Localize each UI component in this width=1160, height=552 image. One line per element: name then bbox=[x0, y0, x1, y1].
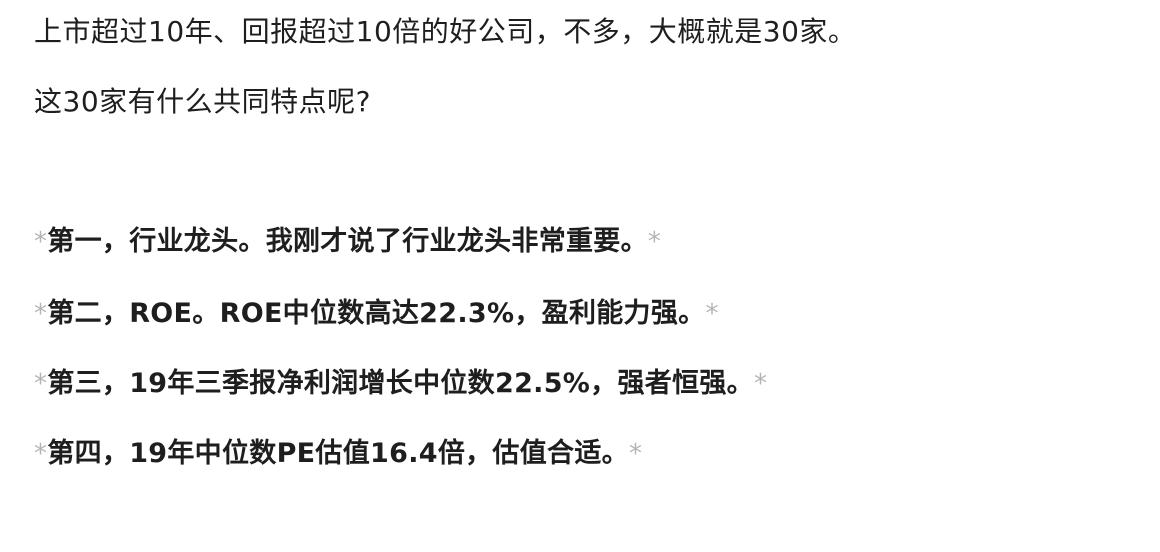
intro-paragraph: 上市超过10年、回报超过10倍的好公司，不多，大概就是30家。 bbox=[34, 15, 857, 48]
list-item: *第四，19年中位数PE估值16.4倍，估值合适。* bbox=[34, 434, 642, 474]
list-item-text: 第四，19年中位数PE估值16.4倍，估值合适。 bbox=[47, 438, 629, 469]
list-item: *第二，ROE。ROE中位数高达22.3%，盈利能力强。* bbox=[34, 294, 719, 334]
list-item: *第一，行业龙头。我刚才说了行业龙头非常重要。* bbox=[34, 222, 661, 262]
emphasis-marker-close: * bbox=[628, 439, 643, 469]
emphasis-marker-close: * bbox=[647, 227, 662, 257]
list-item-text: 第一，行业龙头。我刚才说了行业龙头非常重要。 bbox=[47, 226, 648, 257]
emphasis-marker-close: * bbox=[705, 299, 719, 329]
list-item-text: 第三，19年三季报净利润增长中位数22.5%，强者恒强。 bbox=[47, 368, 754, 399]
question-paragraph: 这30家有什么共同特点呢? bbox=[34, 85, 371, 118]
emphasis-marker-open: * bbox=[34, 299, 48, 329]
emphasis-marker-open: * bbox=[34, 227, 48, 257]
emphasis-marker-close: * bbox=[753, 369, 768, 399]
emphasis-marker-open: * bbox=[34, 439, 48, 469]
emphasis-marker-open: * bbox=[34, 369, 48, 399]
list-item: *第三，19年三季报净利润增长中位数22.5%，强者恒强。* bbox=[34, 364, 767, 404]
list-item-text: 第二，ROE。ROE中位数高达22.3%，盈利能力强。 bbox=[47, 298, 706, 329]
